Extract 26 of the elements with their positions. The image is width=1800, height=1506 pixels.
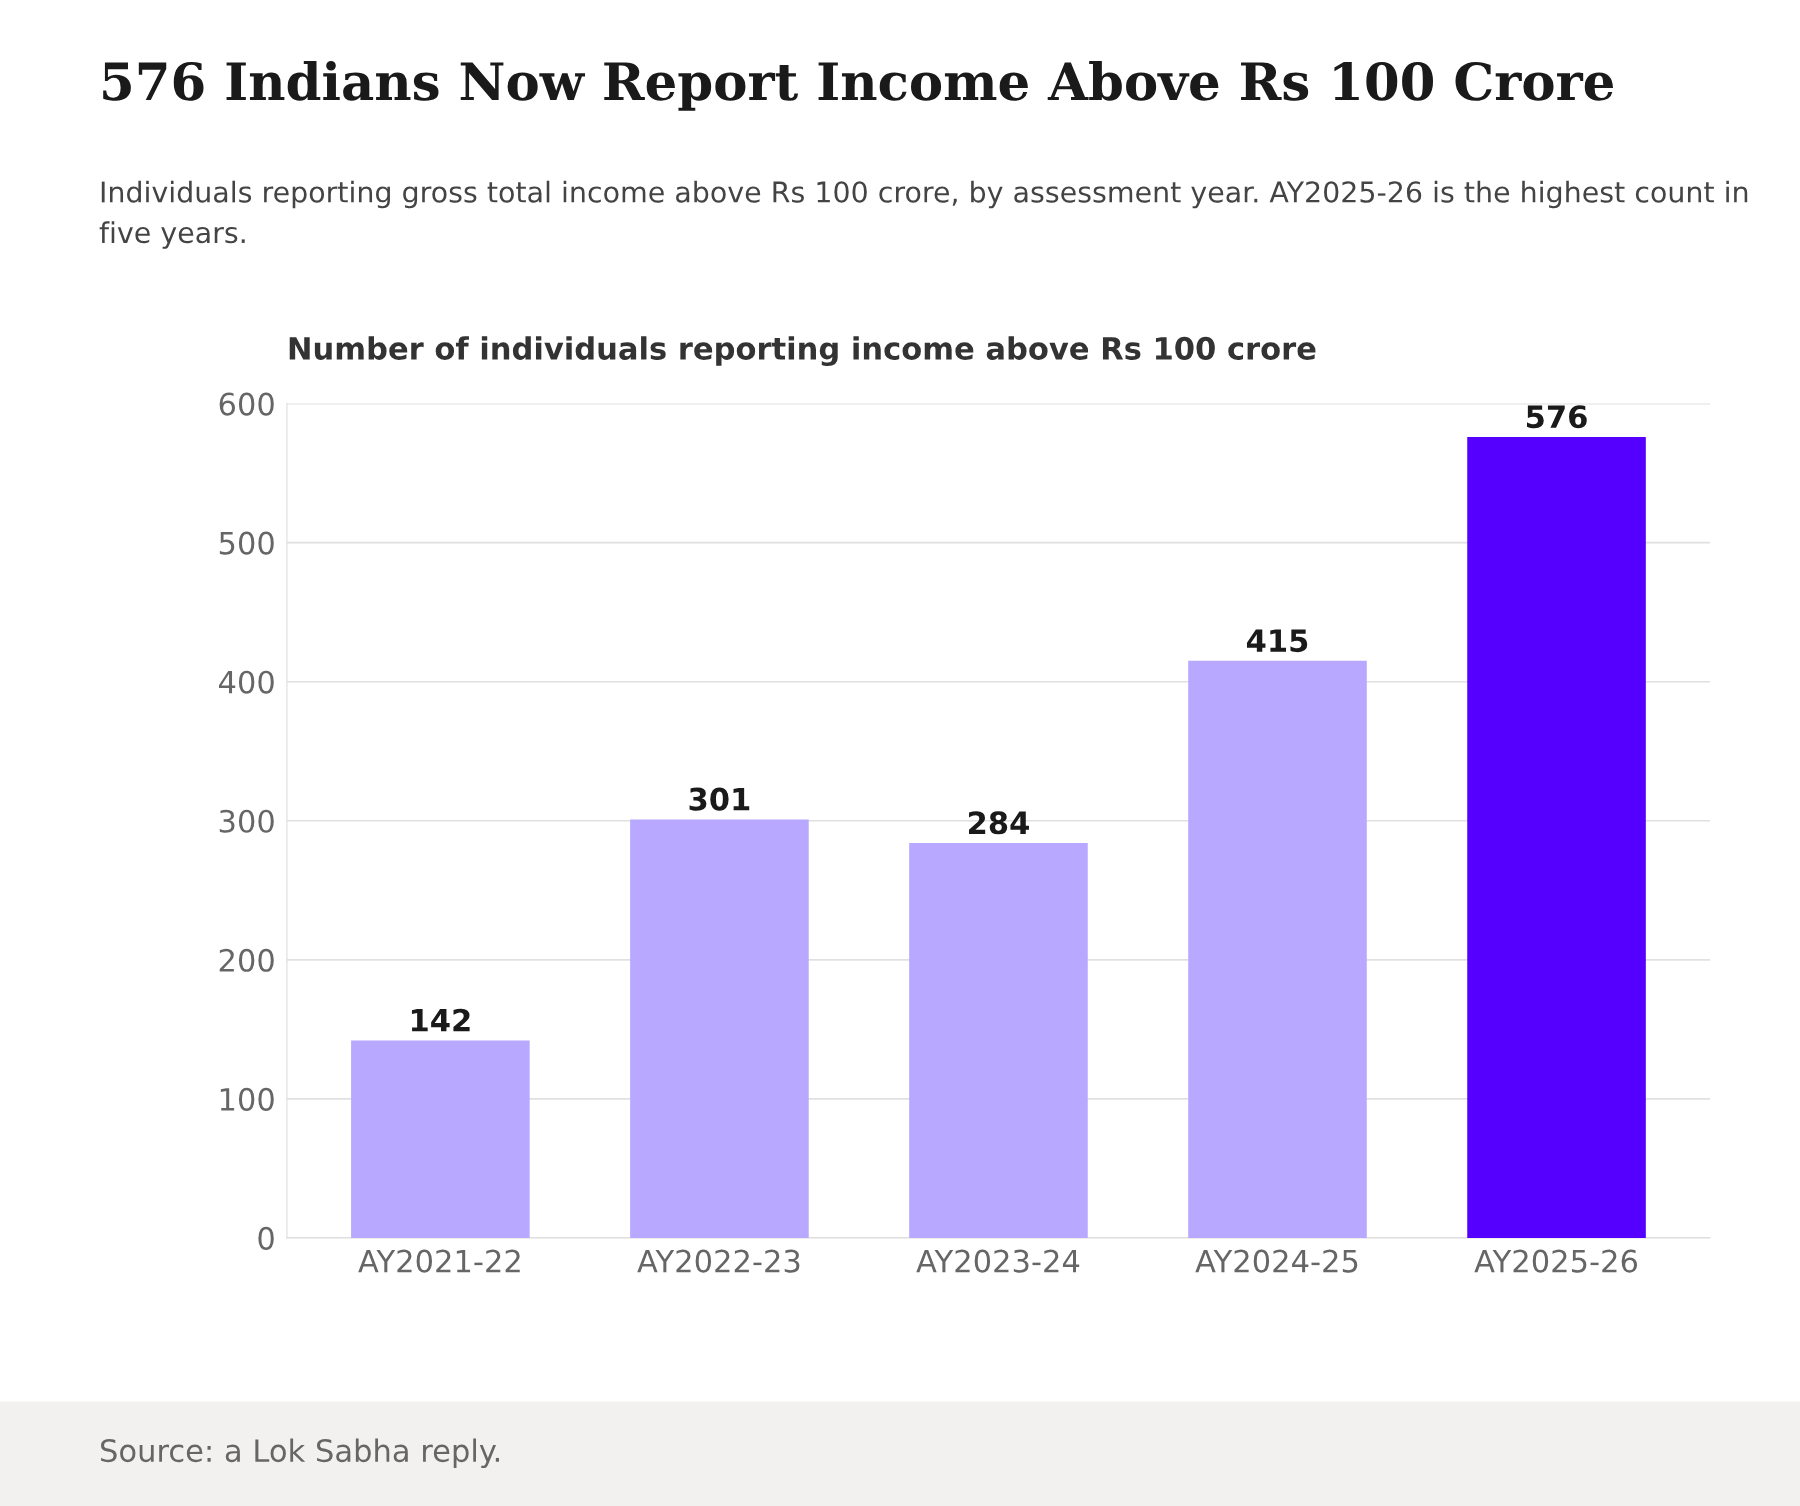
data-label: 576 bbox=[1527, 405, 1587, 429]
data-label: 301 bbox=[689, 787, 750, 811]
y-tick-label: 300 bbox=[219, 809, 274, 833]
chart-subtitle: Individuals reporting gross total income above Rs 100 crore, by assessment year. AY2025-26 is the highest count in five years. bbox=[99, 180, 1748, 249]
x-tick-label: AY2023-24 bbox=[916, 1249, 1080, 1273]
bar bbox=[909, 843, 1088, 1238]
data-label: 284 bbox=[968, 811, 1029, 835]
y-tick-label: 500 bbox=[219, 531, 274, 555]
data-label: 415 bbox=[1246, 629, 1308, 653]
x-tick-label: AY2024-25 bbox=[1195, 1249, 1358, 1273]
y-tick-label: 100 bbox=[220, 1087, 274, 1111]
source-note: Source: a Lok Sabha reply. bbox=[101, 1438, 499, 1469]
x-tick-label: AY2021-22 bbox=[358, 1249, 520, 1273]
y-tick-label: 600 bbox=[219, 392, 274, 416]
y-tick-label: 200 bbox=[219, 948, 274, 972]
y-tick-label: 0 bbox=[258, 1226, 274, 1250]
x-tick-label: AY2022-23 bbox=[637, 1249, 800, 1273]
chart-title: 576 Indians Now Report Income Above Rs 100 Crore bbox=[103, 60, 1614, 111]
bar bbox=[630, 819, 809, 1238]
bar bbox=[1467, 436, 1646, 1238]
bar bbox=[351, 1040, 530, 1238]
y-axis-title: Number of individuals reporting income above Rs 100 crore bbox=[289, 336, 1316, 367]
x-tick-label: AY2025-26 bbox=[1474, 1249, 1638, 1273]
y-tick-label: 400 bbox=[218, 670, 274, 694]
data-label: 142 bbox=[411, 1008, 470, 1032]
bar bbox=[1188, 660, 1367, 1238]
